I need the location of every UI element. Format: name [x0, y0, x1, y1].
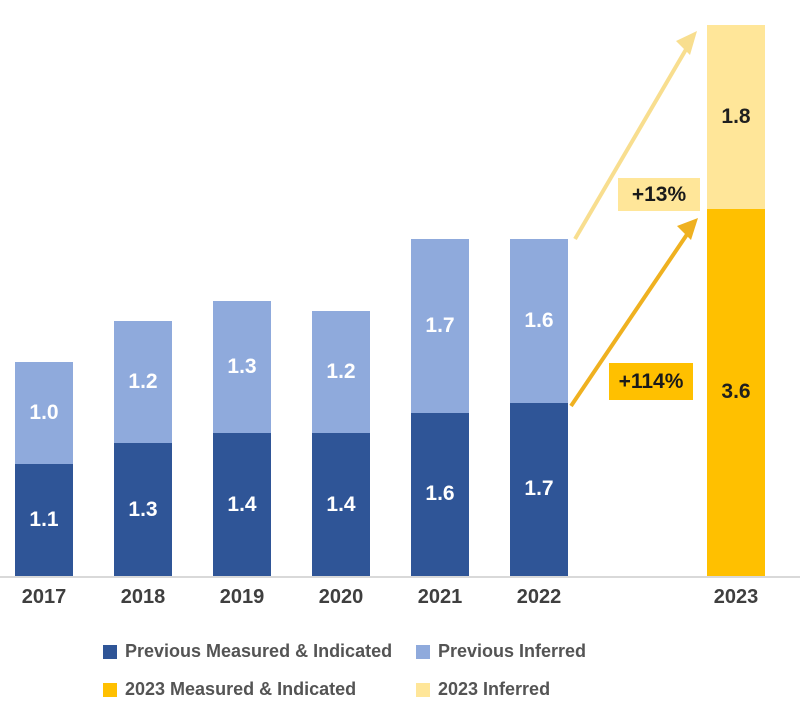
bar-segment: 1.3 [213, 300, 271, 434]
bar-value-label: 1.8 [721, 104, 751, 128]
bar-segment: 1.7 [411, 239, 469, 413]
x-axis-label: 2018 [120, 586, 166, 608]
bar-value-label: 1.2 [128, 370, 158, 394]
bar-value-label: 1.4 [227, 492, 257, 516]
bar-value-label: 3.6 [721, 380, 751, 404]
bar-segment: 1.2 [114, 321, 172, 444]
legend-swatch-previous-inferred [416, 644, 430, 659]
bar-segment: 1.1 [15, 463, 73, 576]
bar-value-label: 1.4 [326, 492, 356, 516]
legend-item-previous-inferred: Previous Inferred [416, 641, 586, 662]
bar-segment: 1.4 [213, 433, 271, 576]
bar-value-label: 1.7 [524, 477, 554, 501]
bar-value-label: 1.3 [128, 497, 158, 521]
inferred-growth-callout: +13% [618, 178, 700, 211]
bar-segment: 1.4 [312, 433, 370, 576]
legend-swatch-previous-measured-indicated [103, 644, 117, 659]
bar-value-label: 1.6 [524, 308, 554, 332]
legend-label: Previous Inferred [438, 641, 587, 661]
legend-label: 2023 Measured & Indicated [125, 679, 357, 699]
legend-label: 2023 Inferred [438, 679, 551, 699]
bar-value-label: 1.7 [425, 314, 455, 338]
x-axis-label: 2023 [713, 586, 759, 608]
bar-value-label: 1.3 [227, 354, 257, 378]
legend-item-previous-measured-indicated: Previous Measured & Indicated [103, 641, 416, 662]
measured-indicated-growth-callout-text: +114% [618, 369, 684, 393]
legend-swatch-2023-measured-indicated [103, 682, 117, 697]
bar-segment: 1.0 [15, 361, 73, 464]
x-axis-line [0, 576, 800, 578]
x-axis-label: 2019 [219, 586, 265, 608]
legend: Previous Measured & Indicated Previous I… [103, 641, 586, 700]
bar-segment: 1.6 [510, 239, 568, 403]
bar-value-label: 1.2 [326, 359, 356, 383]
bar-value-label: 1.1 [29, 507, 59, 531]
bar-segment: 1.3 [114, 443, 172, 576]
bar-segment: 3.6 [707, 208, 765, 576]
bar-segment: 1.7 [510, 402, 568, 576]
inferred-growth-callout-text: +13% [631, 182, 687, 206]
x-axis-label: 2020 [318, 586, 364, 608]
legend-label: Previous Measured & Indicated [125, 641, 393, 661]
measured-indicated-growth-callout: +114% [609, 363, 693, 400]
legend-item-2023-measured-indicated: 2023 Measured & Indicated [103, 679, 416, 700]
x-axis-label: 2021 [417, 586, 463, 608]
legend-item-2023-inferred: 2023 Inferred [416, 679, 586, 700]
bar-value-label: 1.6 [425, 482, 455, 506]
bar-segment: 1.8 [707, 25, 765, 209]
bar-value-label: 1.0 [29, 400, 59, 424]
bar-segment: 1.2 [312, 310, 370, 434]
legend-swatch-2023-inferred [416, 682, 430, 697]
bar-segment: 1.6 [411, 412, 469, 576]
x-axis-label: 2017 [21, 586, 67, 608]
x-axis-label: 2022 [516, 586, 562, 608]
